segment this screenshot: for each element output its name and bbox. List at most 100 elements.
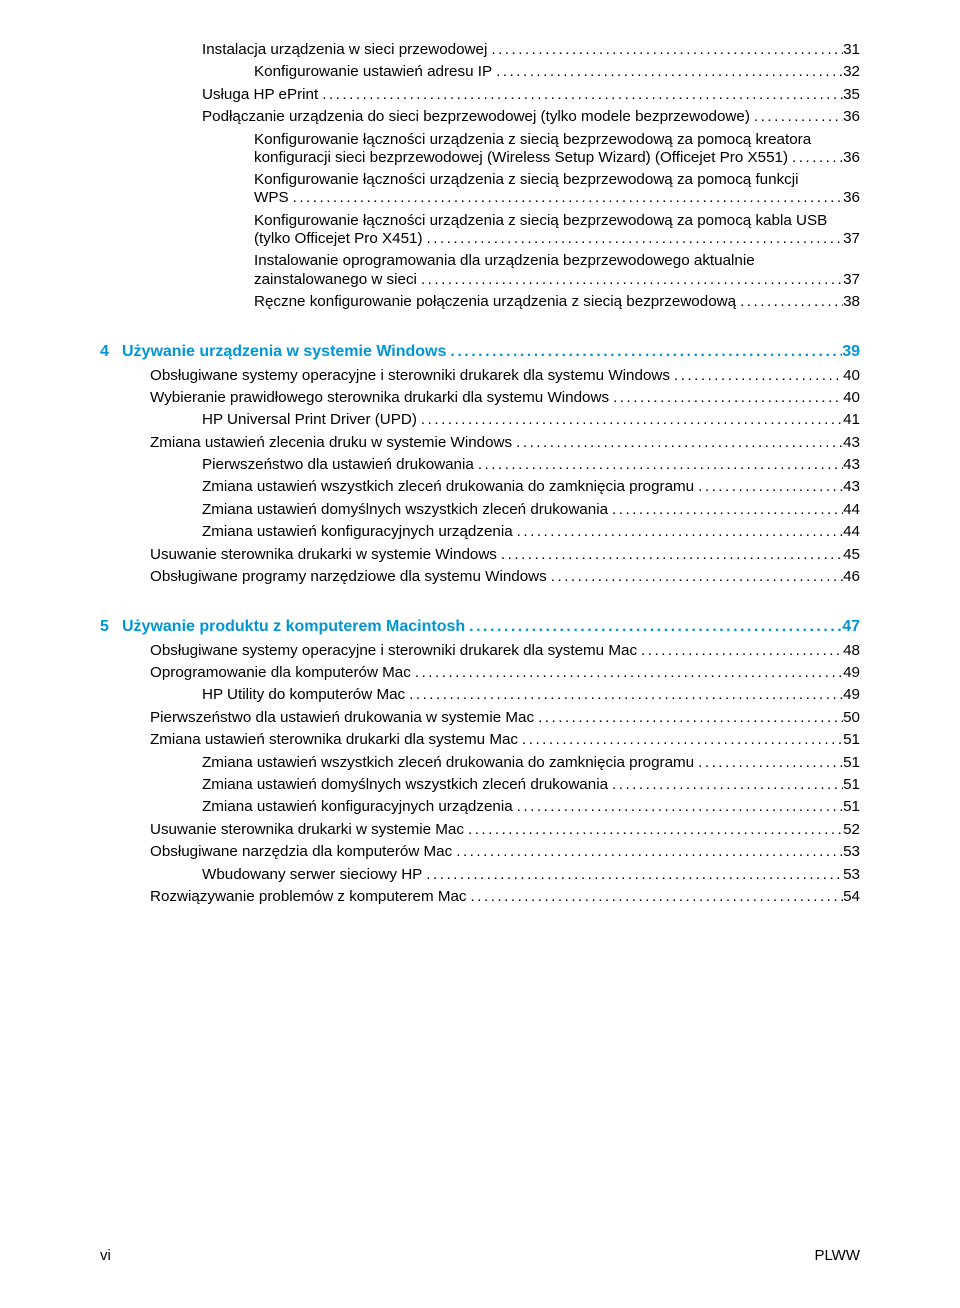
toc-page: 39 <box>842 344 860 360</box>
toc-label: Instalacja urządzenia w sieci przewodowe… <box>202 42 487 57</box>
toc-page: 51 <box>843 777 860 792</box>
toc-page: 38 <box>843 294 860 309</box>
toc-label: 5Używanie produktu z komputerem Macintos… <box>100 619 465 635</box>
toc-entry-cont: konfiguracji sieci bezprzewodowej (Wirel… <box>100 150 860 165</box>
toc-page: 54 <box>843 889 860 904</box>
toc-leader: ........................................… <box>518 732 843 747</box>
toc-page: 51 <box>843 799 860 814</box>
toc-entry-cont: zainstalowanego w sieci ................… <box>100 272 860 287</box>
toc-entry: Zmiana ustawień zlecenia druku w systemi… <box>100 435 860 450</box>
toc-entry: Usługa HP ePrint .......................… <box>100 87 860 102</box>
toc-leader: ........................................… <box>318 87 843 102</box>
toc-label: Konfigurowanie łączności urządzenia z si… <box>254 172 799 187</box>
toc-leader: ........................................… <box>534 710 843 725</box>
toc-label: Oprogramowanie dla komputerów Mac <box>150 665 411 680</box>
toc-page: 49 <box>843 665 860 680</box>
toc-entry: Ręczne konfigurowanie połączenia urządze… <box>100 294 860 309</box>
toc-label: konfiguracji sieci bezprzewodowej (Wirel… <box>254 150 788 165</box>
chapter-title: Używanie urządzenia w systemie Windows <box>122 343 446 360</box>
toc-entry: Zmiana ustawień sterownika drukarki dla … <box>100 732 860 747</box>
toc-label: Pierwszeństwo dla ustawień drukowania <box>202 457 474 472</box>
toc-page: 31 <box>843 42 860 57</box>
toc-page: 37 <box>843 272 860 287</box>
toc-label: Zmiana ustawień sterownika drukarki dla … <box>150 732 518 747</box>
toc-entry: Usuwanie sterownika drukarki w systemie … <box>100 547 860 562</box>
toc-leader: ........................................… <box>405 687 843 702</box>
toc-chapter-heading: 5Używanie produktu z komputerem Macintos… <box>100 619 860 635</box>
toc-page: 46 <box>843 569 860 584</box>
toc-label: (tylko Officejet Pro X451) <box>254 231 423 246</box>
toc-label: WPS <box>254 190 289 205</box>
toc-leader: ........................................… <box>497 547 843 562</box>
toc-label: Usuwanie sterownika drukarki w systemie … <box>150 547 497 562</box>
toc-page: 40 <box>843 390 860 405</box>
toc-leader: ........................................… <box>422 867 843 882</box>
toc-entry: Zmiana ustawień wszystkich zleceń drukow… <box>100 479 860 494</box>
toc-page: 45 <box>843 547 860 562</box>
toc-label: Podłączanie urządzenia do sieci bezprzew… <box>202 109 750 124</box>
toc-leader: ........................................… <box>608 502 843 517</box>
toc-leader: ........................................… <box>474 457 843 472</box>
toc-label: Instalowanie oprogramowania dla urządzen… <box>254 253 755 268</box>
toc-page: 51 <box>843 755 860 770</box>
toc-leader: ........................................… <box>465 619 842 635</box>
toc-label: Usługa HP ePrint <box>202 87 318 102</box>
toc-page: 43 <box>843 457 860 472</box>
toc-label: Pierwszeństwo dla ustawień drukowania w … <box>150 710 534 725</box>
toc-entry: HP Utility do komputerów Mac............… <box>100 687 860 702</box>
section-gap <box>100 316 860 344</box>
page: Instalacja urządzenia w sieci przewodowe… <box>0 0 960 1308</box>
toc-label: Ręczne konfigurowanie połączenia urządze… <box>254 294 736 309</box>
toc-leader: ........................................… <box>608 777 843 792</box>
toc-entry: Konfigurowanie łączności urządzenia z si… <box>100 172 860 187</box>
toc-entry: Podłączanie urządzenia do sieci bezprzew… <box>100 109 860 124</box>
toc-page: 53 <box>843 844 860 859</box>
toc-entry: Pierwszeństwo dla ustawień drukowania...… <box>100 457 860 472</box>
toc-leader: ........................................… <box>512 435 843 450</box>
toc-page: 52 <box>843 822 860 837</box>
toc-label: Zmiana ustawień konfiguracyjnych urządze… <box>202 524 513 539</box>
toc-entry: Wybieranie prawidłowego sterownika druka… <box>100 390 860 405</box>
page-footer: vi PLWW <box>100 1247 860 1264</box>
chapter-number: 5 <box>100 619 122 635</box>
toc-page: 32 <box>843 64 860 79</box>
toc-leader: ........................................… <box>492 64 843 79</box>
toc-entry: Obsługiwane systemy operacyjne i sterown… <box>100 368 860 383</box>
toc-label: Konfigurowanie łączności urządzenia z si… <box>254 132 811 147</box>
toc-entry: Oprogramowanie dla komputerów Mac.......… <box>100 665 860 680</box>
toc-label: Zmiana ustawień domyślnych wszystkich zl… <box>202 502 608 517</box>
toc-page: 35 <box>843 87 860 102</box>
toc-entry: Zmiana ustawień wszystkich zleceń drukow… <box>100 755 860 770</box>
toc-entry: Instalowanie oprogramowania dla urządzen… <box>100 253 860 268</box>
toc-entry: Pierwszeństwo dla ustawień drukowania w … <box>100 710 860 725</box>
toc-entry: Zmiana ustawień konfiguracyjnych urządze… <box>100 799 860 814</box>
footer-page-number: vi <box>100 1247 111 1264</box>
toc-page: 49 <box>843 687 860 702</box>
toc-page: 37 <box>843 231 860 246</box>
toc-page: 51 <box>843 732 860 747</box>
toc-page: 47 <box>842 619 860 635</box>
toc-chapter-heading: 4Używanie urządzenia w systemie Windows … <box>100 344 860 360</box>
toc-label: Wybieranie prawidłowego sterownika druka… <box>150 390 609 405</box>
toc-entry: Wbudowany serwer sieciowy HP............… <box>100 867 860 882</box>
toc-leader: ........................................… <box>417 272 843 287</box>
toc-entry: Obsługiwane programy narzędziowe dla sys… <box>100 569 860 584</box>
toc-page: 40 <box>843 368 860 383</box>
toc-entry: Instalacja urządzenia w sieci przewodowe… <box>100 42 860 57</box>
toc-label: Zmiana ustawień zlecenia druku w systemi… <box>150 435 512 450</box>
toc-label: Zmiana ustawień wszystkich zleceń drukow… <box>202 479 694 494</box>
toc-leader: ........................................… <box>452 844 843 859</box>
toc-entry: Konfigurowanie łączności urządzenia z si… <box>100 213 860 228</box>
toc-leader: ........................................… <box>547 569 843 584</box>
toc-entry: Usuwanie sterownika drukarki w systemie … <box>100 822 860 837</box>
toc-leader: ........................................… <box>464 822 843 837</box>
toc-leader: ........................................… <box>637 643 843 658</box>
toc-label: Wbudowany serwer sieciowy HP <box>202 867 422 882</box>
section-gap <box>100 591 860 619</box>
toc-page: 44 <box>843 502 860 517</box>
toc-entry: Obsługiwane narzędzia dla komputerów Mac… <box>100 844 860 859</box>
toc-leader: ........................................… <box>609 390 843 405</box>
toc-label: HP Universal Print Driver (UPD) <box>202 412 417 427</box>
toc-leader: ........................................… <box>694 755 843 770</box>
toc-page: 48 <box>843 643 860 658</box>
